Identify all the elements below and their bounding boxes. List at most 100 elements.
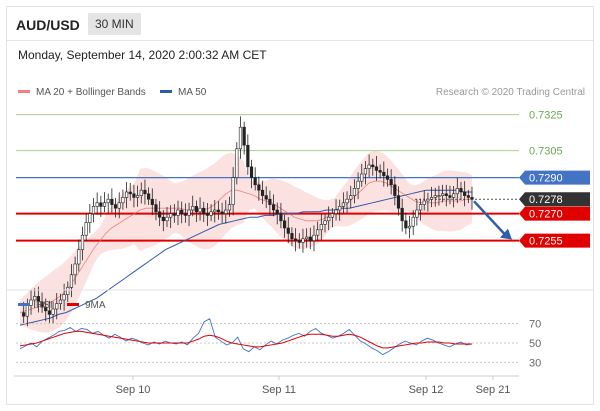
candle-body: [286, 227, 290, 234]
candle-body: [29, 299, 33, 306]
candle-body: [194, 206, 198, 213]
candle-body: [22, 312, 26, 317]
candle-body: [275, 209, 279, 214]
candle-body: [180, 209, 184, 214]
candle-body: [172, 213, 176, 216]
candle-body: [271, 204, 276, 211]
forecast-arrow-head: [500, 228, 512, 240]
candle-body: [158, 211, 162, 218]
bollinger-legend-label: MA 20 + Bollinger Bands: [36, 87, 146, 98]
price-levels: [16, 114, 519, 242]
candle-body: [470, 197, 474, 200]
x-tick-label: Sep 21: [476, 384, 511, 396]
candle-body: [319, 224, 323, 231]
widget-header: AUD/USD 30 MIN: [7, 7, 593, 41]
candle-body: [143, 189, 147, 195]
rsi-legend-swatch: [18, 303, 30, 306]
candle-body: [433, 195, 437, 198]
level-tags: 0.7325 0.7305 0.7290 0.7278 0.7270 0.7255: [519, 110, 590, 248]
candle-body: [378, 170, 382, 173]
candle-body: [183, 213, 187, 216]
candle-body: [455, 188, 459, 195]
candle-body: [213, 209, 217, 213]
rsi-tick-label: 50: [529, 338, 541, 350]
candle-body: [62, 294, 66, 301]
candle-body: [51, 308, 55, 315]
candle-body: [305, 236, 309, 240]
candle-body: [279, 213, 283, 222]
candle-body: [161, 216, 165, 222]
candle-body: [463, 191, 467, 196]
candle-body: [260, 189, 265, 196]
candle-body: [198, 207, 202, 213]
candle-body: [257, 184, 261, 191]
candle-body: [330, 213, 334, 218]
candle-body: [238, 126, 243, 150]
candle-body: [385, 175, 390, 180]
candle-body: [176, 209, 180, 216]
candle-body: [404, 220, 408, 229]
candle-body: [227, 204, 232, 211]
candle-body: [371, 164, 375, 168]
candle-body: [135, 195, 140, 198]
candle-body: [356, 180, 360, 189]
candle-body: [231, 177, 235, 205]
level-label: 0.7270: [529, 209, 563, 221]
candle-body: [132, 193, 136, 198]
candle-body: [367, 164, 371, 169]
rsi-tick-label: 30: [529, 357, 541, 369]
candle-body: [102, 202, 107, 207]
candle-body: [253, 177, 257, 186]
candle-body: [44, 306, 48, 312]
candle-body: [323, 220, 327, 225]
candle-body: [191, 206, 195, 211]
candle-body: [117, 202, 121, 209]
candle-body: [165, 216, 169, 222]
candle-body: [33, 296, 37, 301]
rsi-line: [19, 318, 473, 356]
candle-body: [99, 202, 103, 207]
timeframe-badge[interactable]: 30 MIN: [88, 13, 141, 35]
level-label: 0.7255: [529, 236, 563, 248]
candle-body: [268, 198, 272, 205]
candle-body: [316, 229, 320, 236]
candle-body: [334, 209, 338, 214]
candle-body: [113, 204, 118, 209]
rsi-ma-legend-label: 9MA: [85, 300, 106, 311]
ma50-legend-label: MA 50: [178, 87, 207, 98]
candle-body: [55, 303, 59, 310]
ma50-legend-swatch: [160, 90, 172, 93]
x-tick-label: Sep 12: [409, 384, 444, 396]
forecast-arrow: [473, 200, 512, 240]
candle-body: [110, 198, 114, 205]
candle-body: [246, 144, 250, 168]
candle-body: [249, 166, 254, 178]
candle-body: [338, 206, 342, 211]
credit-label: Research © 2020 Trading Central: [436, 87, 585, 98]
level-label: 0.7290: [529, 173, 563, 185]
x-axis: Sep 10 Sep 11 Sep 12 Sep 21: [116, 376, 511, 396]
candle-body: [202, 207, 206, 214]
candle-body: [264, 195, 268, 200]
candle-body: [205, 213, 210, 216]
candle-body: [69, 274, 74, 288]
candle-body: [220, 211, 224, 214]
candle-body: [169, 213, 173, 218]
ma50-line: [19, 189, 472, 326]
candle-body: [374, 166, 379, 171]
moving-averages: [19, 180, 472, 326]
candle-body: [224, 209, 228, 214]
candle-body: [47, 310, 51, 315]
candle-body: [360, 173, 364, 182]
candle-body: [382, 171, 386, 177]
symbol-title: AUD/USD: [16, 17, 80, 33]
candle-body: [407, 225, 412, 229]
candle-body: [448, 195, 452, 198]
candle-body: [147, 193, 151, 200]
candle-body: [66, 287, 70, 295]
candle-body: [73, 263, 77, 276]
candle-body: [349, 195, 353, 200]
candle-body: [77, 249, 81, 265]
candle-body: [441, 193, 445, 196]
